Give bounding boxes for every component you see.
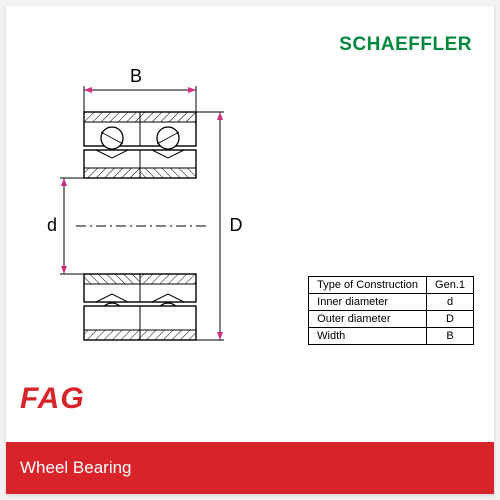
table-cell-label: Inner diameter [309, 294, 427, 311]
table-row: WidthB [309, 328, 474, 345]
table-row: Outer diameterD [309, 311, 474, 328]
table-cell-label: Width [309, 328, 427, 345]
width-label: B [130, 68, 142, 86]
table-row: Inner diameterd [309, 294, 474, 311]
fag-logo: FAG [20, 382, 85, 416]
inner-dia-label: d [47, 215, 57, 235]
card: SCHAEFFLER B [6, 6, 494, 494]
table-cell-value: D [427, 311, 474, 328]
spec-table: Type of ConstructionGen.1Inner diameterd… [308, 276, 474, 345]
bearing-diagram: B [36, 68, 256, 368]
footer-bar: Wheel Bearing [6, 442, 494, 494]
table-cell-value: d [427, 294, 474, 311]
table-cell-value: B [427, 328, 474, 345]
table-cell-value: Gen.1 [427, 277, 474, 294]
schaeffler-logo: SCHAEFFLER [339, 34, 472, 56]
footer-text: Wheel Bearing [20, 458, 132, 478]
table-cell-label: Outer diameter [309, 311, 427, 328]
table-cell-label: Type of Construction [309, 277, 427, 294]
table-row: Type of ConstructionGen.1 [309, 277, 474, 294]
outer-dia-label: D [230, 215, 243, 235]
spec-table-body: Type of ConstructionGen.1Inner diameterd… [309, 277, 474, 345]
